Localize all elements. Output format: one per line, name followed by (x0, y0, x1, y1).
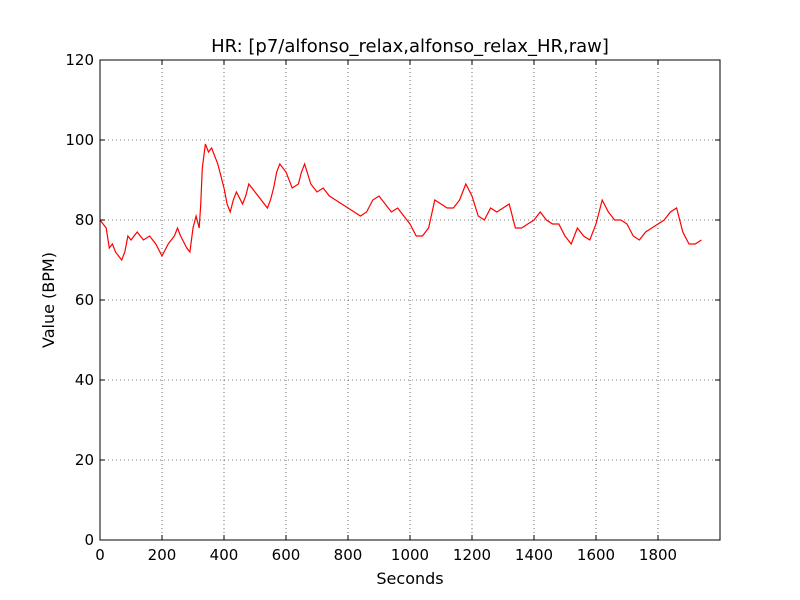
x-tick-label: 400 (210, 546, 239, 564)
y-tick-label: 120 (65, 51, 94, 69)
y-tick-label: 20 (75, 451, 94, 469)
x-tick-label: 800 (334, 546, 363, 564)
y-tick-label: 80 (75, 211, 94, 229)
x-tick-label: 1800 (639, 546, 677, 564)
line-series (99, 143, 702, 262)
x-tick-label: 0 (95, 546, 105, 564)
y-tick-label: 100 (65, 131, 94, 149)
x-tick-label: 1200 (453, 546, 491, 564)
x-tick-label: 200 (148, 546, 177, 564)
x-tick-label: 1400 (515, 546, 553, 564)
y-axis-label: Value (BPM) (39, 252, 58, 348)
x-axis-label: Seconds (376, 569, 443, 588)
y-tick-label: 60 (75, 291, 94, 309)
chart-title: HR: [p7/alfonso_relax,alfonso_relax_HR,r… (211, 36, 609, 57)
x-tick-label: 600 (272, 546, 301, 564)
x-tick-label: 1600 (577, 546, 615, 564)
x-tick-label: 1000 (391, 546, 429, 564)
plot-frame (99, 59, 721, 541)
y-tick-label: 40 (75, 371, 94, 389)
y-tick-label: 0 (84, 531, 94, 549)
